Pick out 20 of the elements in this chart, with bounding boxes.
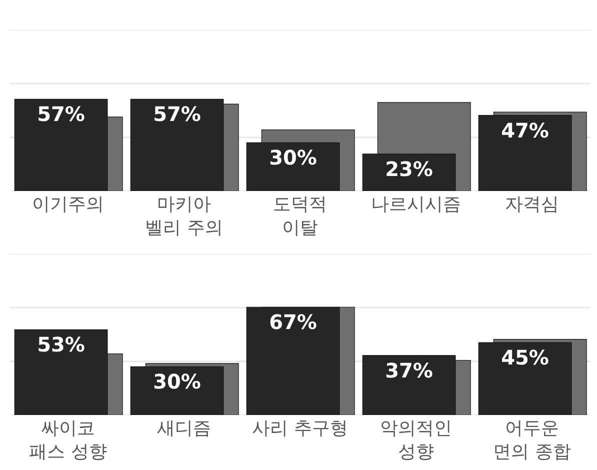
x-tick-label: 나르시시즘: [371, 194, 461, 215]
data-label: 53%: [37, 332, 85, 357]
x-tick-label: 새디즘: [157, 418, 211, 439]
data-label: 57%: [37, 102, 85, 126]
x-tick-label: 어두운 면의 종합: [493, 418, 571, 462]
x-tick-label: 사리 추구형: [252, 418, 348, 439]
x-tick-label: 마키아 벨리 주의: [145, 194, 223, 238]
data-label: 30%: [269, 146, 317, 170]
x-tick-label: 도덕적 이탈: [273, 194, 327, 238]
x-tick-label: 자격심: [505, 194, 559, 215]
data-label: 30%: [153, 370, 201, 394]
data-label: 37%: [385, 358, 433, 382]
data-label: 23%: [385, 156, 433, 181]
data-label: 45%: [501, 346, 549, 370]
x-tick-label: 악의적인 성향: [380, 418, 452, 462]
data-label: 57%: [153, 102, 201, 126]
data-label: 67%: [269, 310, 317, 334]
data-label: 47%: [501, 118, 549, 142]
x-tick-label: 이기주의: [32, 194, 104, 215]
x-tick-label: 싸이코 패스 성향: [29, 418, 107, 462]
